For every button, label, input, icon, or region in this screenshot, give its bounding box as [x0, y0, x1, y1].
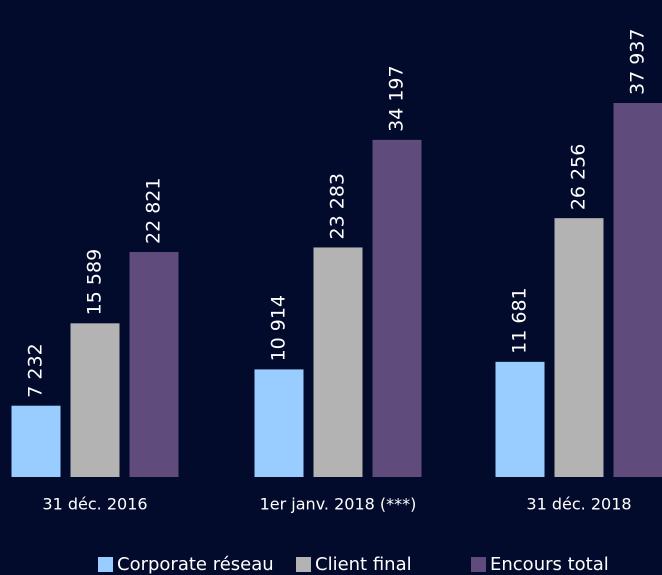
legend-label: Corporate réseau [117, 554, 274, 575]
value-label: 15 589 [84, 249, 106, 315]
value-label: 7 232 [25, 343, 47, 397]
x-tick-label: 31 déc. 2016 [42, 495, 147, 514]
legend-label: Client final [315, 554, 412, 575]
x-tick-label: 31 déc. 2018 [526, 495, 631, 514]
bar [613, 103, 662, 477]
bar [70, 323, 120, 477]
x-tick-label: 1er janv. 2018 (***) [260, 495, 417, 514]
legend-swatch [471, 557, 486, 572]
value-label: 34 197 [386, 65, 408, 131]
legend-swatch [98, 557, 113, 572]
bar [313, 247, 363, 477]
bar [129, 252, 179, 477]
value-label: 22 821 [143, 178, 165, 244]
value-label: 26 256 [568, 144, 590, 210]
value-label: 10 914 [268, 295, 290, 361]
bar [495, 361, 545, 477]
bar [11, 405, 61, 477]
bar [254, 369, 304, 477]
value-label: 11 681 [509, 287, 531, 353]
value-label: 23 283 [327, 173, 349, 239]
legend-label: Encours total [490, 554, 609, 575]
bar [372, 139, 422, 477]
value-label: 37 937 [627, 29, 649, 95]
legend-swatch [296, 557, 311, 572]
bar [554, 218, 604, 477]
